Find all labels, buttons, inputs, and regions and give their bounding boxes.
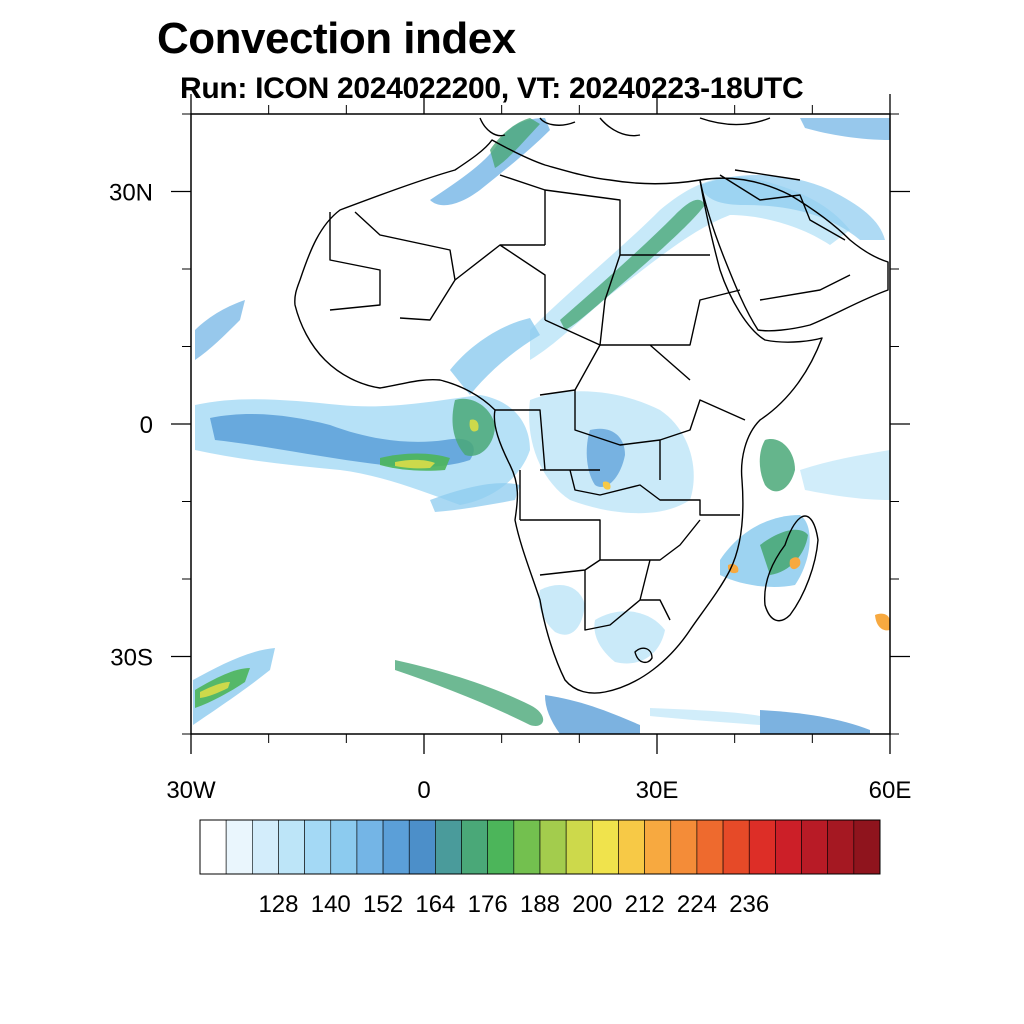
colorbar-swatch [592,819,619,875]
field-sahara-band-inner [560,199,705,330]
field-congo-yellow [602,481,611,490]
colorbar-swatch [722,819,750,875]
field-east-med [800,118,890,140]
field-southern-ocean-2 [545,695,640,734]
colorbar-label: 152 [363,891,403,918]
lon-tick-label: 60E [869,777,912,804]
colorbar-label: 176 [468,891,508,918]
colorbar-label: 164 [415,891,455,918]
lon-tick-label: 30E [636,777,679,804]
lon-tick-label: 30W [166,777,216,804]
field-cameroon-core [469,419,479,432]
field-west-africa [450,318,540,395]
colorbar-label: 212 [625,891,665,918]
colorbar-label: 140 [311,891,351,918]
colorbar-swatch [644,819,672,875]
colorbar-swatch [252,819,279,875]
madagascar-coastline [763,515,819,622]
lat-tick-label: 0 [140,412,153,439]
arabia-borders [719,169,851,301]
chart-subtitle: Run: ICON 2024022200, VT: 20240223-18UTC [180,72,804,105]
colorbar-swatch [435,819,462,875]
colorbar-swatch [565,819,593,875]
colorbar-swatch [775,819,802,875]
field-south-africa [594,611,665,664]
country-borders-south [520,519,701,664]
europe-coastline [479,117,771,137]
colorbar-label: 236 [729,891,769,918]
lat-tick-label: 30S [110,645,153,672]
field-mozambique-hot [789,557,801,570]
colorbar-swatch [382,819,410,875]
colorbar-swatch [539,819,567,875]
lat-tick-label: 30N [109,180,153,207]
colorbar-swatch [748,819,776,875]
field-comoros [759,439,795,492]
field-south-atlantic-streak [430,483,520,512]
field-mozambique-hot-2 [727,563,739,574]
field-southern-ocean-1 [395,660,544,726]
colorbar-swatch [618,819,645,875]
field-atlantic-equatorial-mid [210,414,474,467]
colorbar-swatch [225,819,253,875]
colorbar-label: 128 [258,891,298,918]
coastline-borders [294,117,889,694]
colorbar-swatch [696,819,724,875]
africa-coastline [294,139,823,694]
colorbar-swatch [199,819,227,875]
colorbar: 128 140 152 164 176 188 200 212 224 236 [199,819,881,918]
colorbar-swatch [304,819,332,875]
lon-tick-label: 0 [417,777,430,804]
colorbar-swatch [670,819,698,875]
field-atlantic-yellow [395,459,435,469]
colorbar-swatch [487,819,515,875]
field-southern-ocean-4 [650,708,760,725]
field-west-atlantic-north [195,300,245,360]
chart-title: Convection index [157,14,516,63]
field-namibia [538,585,585,635]
colorbar-swatch [853,819,881,875]
colorbar-swatch [356,819,384,875]
convection-field [193,118,890,734]
field-east-hot [875,613,890,631]
colorbar-swatch [801,819,828,875]
colorbar-swatch [330,819,358,875]
field-mozambique-core [760,529,808,575]
field-sw-atlantic-yellow [200,682,230,698]
colorbar-label: 200 [572,891,612,918]
colorbar-label: 188 [520,891,560,918]
colorbar-frame [199,819,881,875]
field-north-med-green [490,118,540,168]
colorbar-swatch [461,819,488,875]
country-borders-central [495,390,746,520]
field-southern-ocean-3 [760,710,870,734]
colorbar-swatch [278,819,305,875]
colorbar-swatch [513,819,541,875]
colorbar-swatch [408,819,436,875]
colorbar-label: 224 [677,891,717,918]
colorbar-swatch [827,819,855,875]
field-indian-ocean [800,450,890,500]
